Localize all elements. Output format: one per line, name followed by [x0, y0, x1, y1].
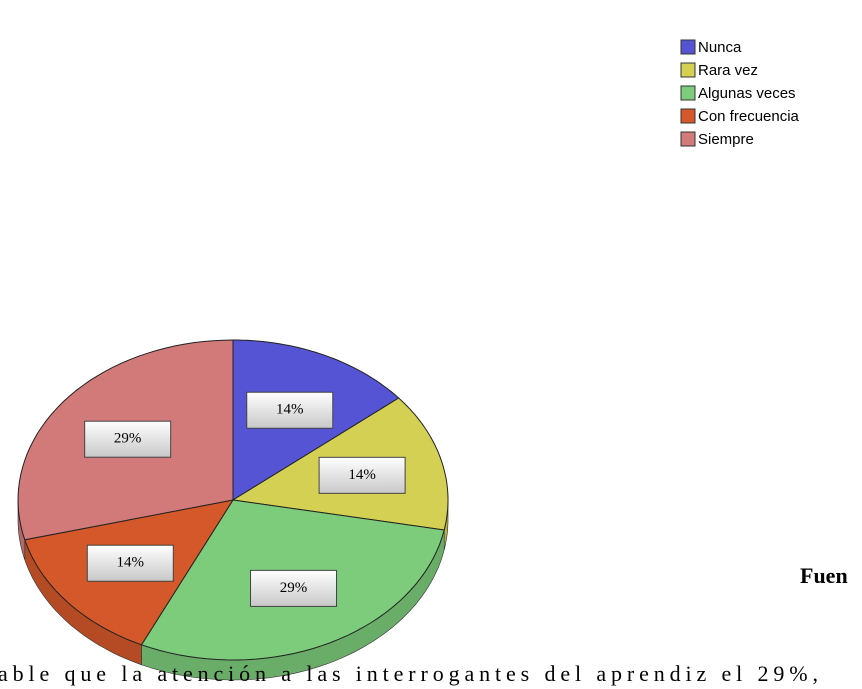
data-label: 29%: [114, 431, 142, 447]
legend-label: Con frecuencia: [698, 108, 800, 125]
label-box: [250, 569, 338, 607]
legend-label: Algunas veces: [698, 85, 796, 102]
label-box: [84, 420, 172, 458]
legend-swatch: [680, 108, 696, 124]
pie-tops: [17, 339, 449, 661]
legend-swatch: [680, 39, 696, 55]
legend-label: Rara vez: [698, 62, 758, 79]
label-box: [246, 391, 334, 429]
source-text: Fuen: [800, 563, 848, 588]
label-box: [86, 544, 174, 582]
data-labels: 14% 14% 29% 14% 29%: [84, 391, 406, 607]
legend-label: Siempre: [698, 131, 754, 148]
body-text: able que la atención a las interrogantes…: [0, 661, 818, 686]
legend-swatch: [680, 62, 696, 78]
legend-swatch: [680, 131, 696, 147]
label-box: [318, 456, 406, 494]
legend-swatch: [680, 85, 696, 101]
data-label: 29%: [280, 580, 308, 596]
legend-label: Nunca: [698, 39, 742, 56]
legend: Nunca Rara vez Algunas veces Con frecuencia…: [680, 39, 800, 148]
data-label: 14%: [348, 467, 376, 483]
data-label: 14%: [276, 402, 304, 418]
data-label: 14%: [117, 555, 145, 571]
